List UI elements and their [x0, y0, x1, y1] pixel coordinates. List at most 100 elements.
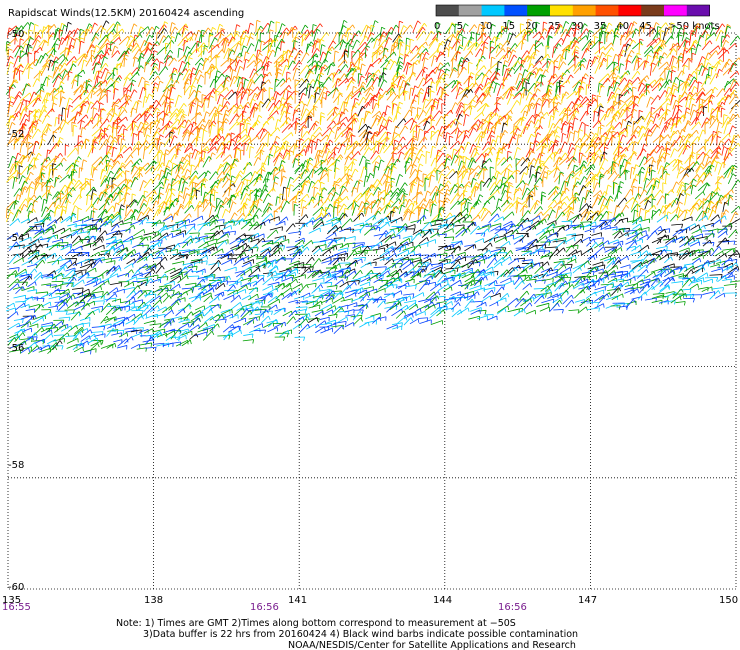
wind-barb-feather — [491, 130, 496, 134]
wind-barb — [81, 101, 85, 113]
wind-barb-feather — [87, 100, 90, 105]
wind-barb-feather — [146, 134, 151, 138]
wind-barb — [339, 40, 344, 51]
wind-barb-feather — [688, 57, 693, 61]
wind-barb-feather — [686, 40, 691, 43]
wind-barb-feather — [65, 69, 69, 74]
wind-barb — [371, 103, 377, 113]
wind-barb — [464, 88, 471, 97]
wind-barb-feather — [620, 99, 624, 103]
wind-barb — [118, 100, 128, 110]
wind-barb-feather — [424, 57, 429, 61]
wind-barb — [99, 118, 108, 129]
wind-barb — [728, 125, 733, 135]
wind-barb — [538, 151, 542, 164]
wind-barb-feather — [210, 138, 213, 143]
wind-barb-feather — [492, 80, 497, 85]
wind-barb-feather — [369, 140, 373, 144]
wind-barb-feather — [118, 98, 122, 103]
wind-barb-feather — [269, 72, 272, 77]
wind-barb-feather — [404, 90, 409, 93]
wind-barb-feather — [149, 34, 153, 39]
wind-barb — [379, 143, 384, 154]
wind-barb-feather — [343, 122, 346, 127]
wind-barb — [502, 77, 505, 90]
wind-barb-feather — [156, 119, 161, 124]
wind-barb-feather — [159, 80, 164, 84]
wind-barb-feather — [688, 133, 692, 138]
wind-barb — [694, 62, 703, 71]
wind-barb-feather — [122, 124, 126, 128]
wind-barb — [214, 29, 224, 38]
wind-barb-feather — [403, 25, 407, 29]
wind-barb — [617, 22, 620, 34]
wind-barb-feather — [196, 48, 200, 53]
wind-barb-feather — [541, 74, 546, 78]
wind-barb-feather — [154, 62, 158, 66]
wind-barb — [351, 86, 354, 96]
wind-barb-feather — [109, 113, 113, 117]
wind-barb — [455, 87, 460, 100]
wind-barb — [722, 138, 730, 147]
wind-barb — [450, 154, 456, 166]
wind-barb-feather — [480, 121, 485, 125]
wind-barb-feather — [716, 136, 721, 139]
wind-barb-feather — [225, 118, 229, 122]
wind-barb-feather — [507, 150, 512, 154]
wind-barb-feather — [250, 146, 255, 149]
wind-barb — [6, 61, 11, 75]
wind-barb-feather — [185, 23, 189, 28]
wind-barb — [567, 114, 574, 125]
wind-barb — [597, 113, 606, 125]
wind-barb — [345, 68, 353, 80]
wind-barb — [378, 34, 383, 47]
wind-barb — [476, 121, 482, 133]
wind-barb — [669, 42, 679, 51]
wind-barb — [32, 78, 38, 88]
wind-barb — [97, 43, 107, 54]
wind-barb-feather — [39, 71, 43, 76]
wind-barb — [52, 60, 56, 72]
wind-barb-feather — [727, 80, 731, 84]
wind-barb-feather — [583, 57, 587, 62]
wind-barb-feather — [44, 40, 49, 44]
wind-barb — [391, 94, 398, 103]
wind-barb-feather — [461, 146, 465, 150]
wind-barb-feather — [142, 126, 146, 131]
wind-barb-feather — [231, 132, 236, 135]
wind-barb — [319, 134, 328, 143]
wind-barb-feather — [590, 76, 595, 79]
wind-barb — [630, 103, 636, 114]
wind-barb — [347, 63, 353, 73]
wind-barb-feather — [545, 137, 548, 142]
wind-barb-feather — [531, 150, 535, 154]
wind-barb-feather — [393, 91, 397, 96]
wind-barb-feather — [490, 40, 495, 43]
wind-barb-feather — [326, 159, 329, 164]
wind-barb-feather — [461, 57, 465, 61]
wind-barb-feather — [457, 64, 463, 67]
wind-barb-feather — [30, 22, 35, 25]
wind-barb — [701, 117, 708, 128]
wind-barb-feather — [264, 128, 268, 132]
wind-barb-feather — [650, 45, 654, 50]
wind-barb — [417, 128, 421, 142]
wind-barb-feather — [350, 61, 355, 64]
wind-barb — [573, 64, 583, 75]
wind-barb-feather — [403, 79, 407, 83]
wind-barb-feather — [168, 104, 172, 108]
wind-barb — [417, 110, 424, 120]
wind-barb-feather — [257, 135, 260, 140]
wind-barb-feather — [551, 24, 555, 29]
wind-barb — [546, 35, 549, 47]
wind-barb-feather — [174, 146, 178, 151]
wind-barb-feather — [302, 126, 307, 129]
wind-barb-feather — [511, 87, 515, 91]
wind-barb-feather — [380, 159, 385, 163]
wind-barb — [145, 105, 151, 116]
wind-barb-feather — [703, 106, 708, 109]
wind-barb-feather — [617, 110, 621, 115]
wind-barb — [117, 144, 125, 156]
wind-barb-feather — [409, 109, 413, 114]
wind-barb — [383, 136, 387, 150]
